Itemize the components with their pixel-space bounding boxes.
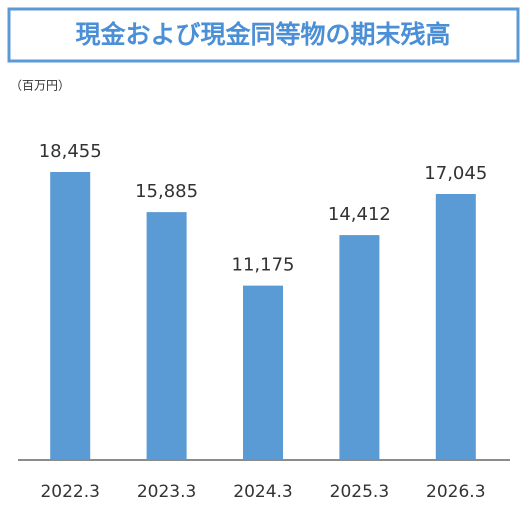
value-label: 17,045 xyxy=(424,163,487,184)
x-tick-label: 2022.3 xyxy=(40,482,99,502)
x-tick-label: 2024.3 xyxy=(233,482,292,502)
value-label: 18,455 xyxy=(39,141,102,162)
chart-title: 現金および現金同等物の期末残高 xyxy=(75,20,450,49)
bar xyxy=(243,285,283,460)
bar xyxy=(50,172,91,460)
bar xyxy=(146,212,187,460)
bar xyxy=(435,194,476,461)
title-box xyxy=(7,7,520,63)
value-label: 15,885 xyxy=(135,181,198,202)
unit-label: （百万円） xyxy=(10,79,70,93)
x-tick-label: 2025.3 xyxy=(330,482,389,502)
value-label: 14,412 xyxy=(328,204,391,225)
x-tick-label: 2026.3 xyxy=(426,482,485,502)
value-label: 11,175 xyxy=(232,255,295,276)
x-tick-label: 2023.3 xyxy=(137,482,196,502)
bar xyxy=(339,235,380,460)
